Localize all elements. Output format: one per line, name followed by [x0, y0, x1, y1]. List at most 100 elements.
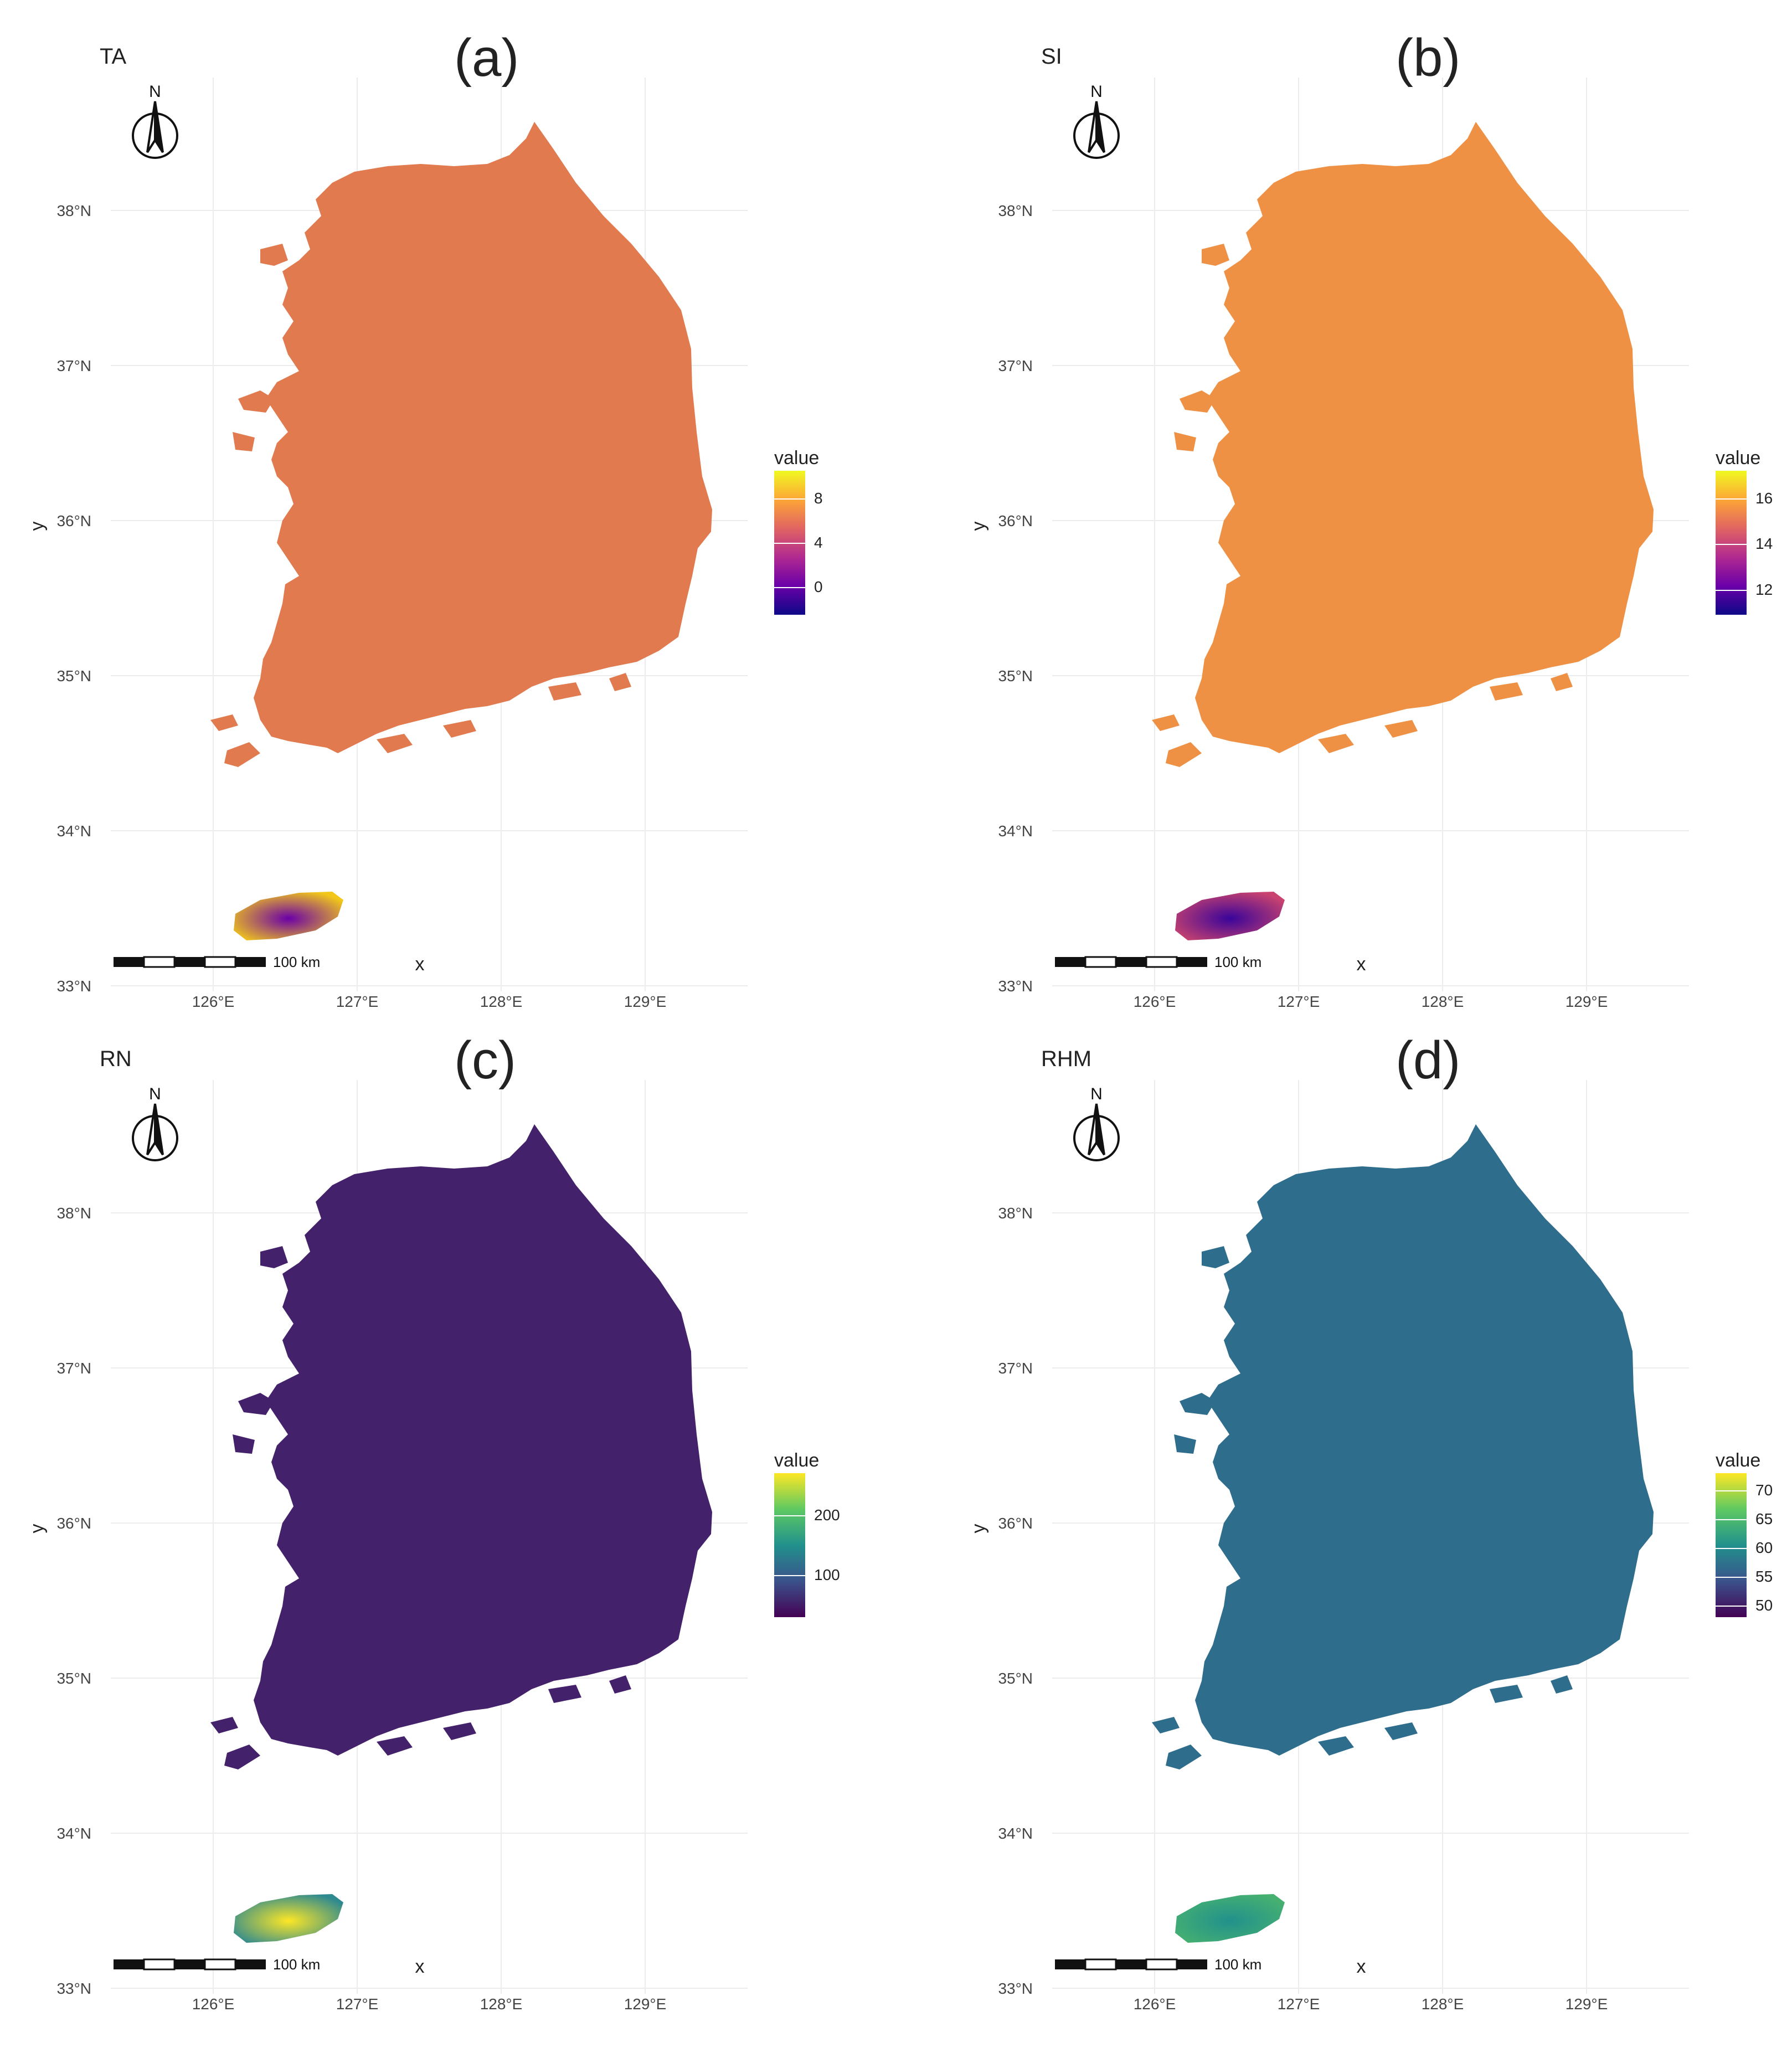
- southern-islands: [443, 1722, 476, 1740]
- western-islands: [1202, 244, 1229, 266]
- jeju-island: [1175, 1894, 1285, 1943]
- western-islands: [238, 390, 274, 413]
- western-islands: [1180, 390, 1216, 413]
- southern-islands: [548, 1685, 581, 1703]
- latitude-label: 36°N: [998, 1515, 1033, 1532]
- legend-tick-label: 14: [1755, 535, 1773, 553]
- longitude-labels: 126°E 127°E 128°E 129°E: [1134, 1995, 1608, 2013]
- western-islands: [233, 432, 255, 451]
- map-canvas: 38°N 37°N 36°N 35°N 34°N 33°N 126°E 127°E 128°E…: [968, 78, 1689, 1010]
- western-islands: [260, 1246, 288, 1268]
- southern-islands: [1166, 1745, 1202, 1769]
- panel-letter: (a): [454, 28, 519, 88]
- southern-islands: [224, 1745, 260, 1769]
- latitude-labels: 38°N 37°N 36°N 35°N 34°N 33°N: [998, 202, 1033, 995]
- mainland-korea: [1195, 122, 1654, 753]
- north-arrow-label: N: [149, 83, 161, 101]
- legend-tick-mark: [774, 1575, 805, 1577]
- legend-tick-mark: [1716, 1490, 1747, 1492]
- map-panel-c: 38°N 37°N 36°N 35°N 34°N 33°N 126°E 127°E 128°E…: [0, 1002, 896, 2013]
- southern-islands: [1318, 734, 1354, 753]
- legend-tick-label: 16: [1755, 489, 1773, 507]
- legend-tick-label: 4: [814, 534, 823, 551]
- x-axis-title: x: [1357, 954, 1366, 975]
- latitude-label: 36°N: [56, 1515, 91, 1532]
- southern-islands: [1384, 720, 1418, 738]
- latitude-label: 38°N: [998, 1205, 1033, 1222]
- korea-landmass: [210, 122, 712, 940]
- y-axis-title: y: [27, 1524, 48, 1534]
- y-axis-title: y: [968, 1524, 989, 1534]
- latitude-label: 35°N: [998, 667, 1033, 685]
- legend-tick-mark: [1716, 1519, 1747, 1521]
- variable-label: RHM: [1041, 1047, 1092, 1071]
- southern-islands: [224, 742, 260, 767]
- panel-letter: (b): [1396, 28, 1461, 88]
- north-arrow-label: N: [1090, 1085, 1103, 1103]
- latitude-label: 37°N: [998, 1360, 1033, 1377]
- y-axis-title: y: [968, 522, 989, 531]
- longitude-label: 126°E: [192, 993, 235, 1010]
- latitude-label: 38°N: [998, 202, 1033, 219]
- map-panel-a: 38°N 37°N 36°N 35°N 34°N 33°N 126°E 127°E 128°E…: [0, 0, 896, 1010]
- latitude-label: 37°N: [998, 357, 1033, 374]
- latitude-label: 38°N: [56, 1205, 91, 1222]
- western-islands: [1180, 1393, 1216, 1415]
- map-panel-d: 38°N 37°N 36°N 35°N 34°N 33°N 126°E 127°E 128°E…: [941, 1002, 1792, 2013]
- korea-landmass: [1152, 122, 1654, 940]
- southern-islands: [548, 682, 581, 701]
- legend-title: value: [1716, 1450, 1761, 1471]
- longitude-label: 129°E: [624, 1995, 667, 2013]
- legend-tick-mark: [1716, 1548, 1747, 1550]
- legend-tick-label: 200: [814, 1506, 840, 1524]
- latitude-labels: 38°N 37°N 36°N 35°N 34°N 33°N: [56, 1205, 91, 1997]
- legend-tick-label: 60: [1755, 1539, 1773, 1557]
- north-arrow-label: N: [1090, 83, 1103, 101]
- scale-bar-label: 100 km: [273, 1956, 320, 1973]
- latitude-label: 34°N: [56, 1825, 91, 1842]
- mainland-korea: [254, 122, 712, 753]
- southern-islands: [377, 734, 413, 753]
- longitude-label: 128°E: [1422, 1995, 1464, 2013]
- latitude-label: 33°N: [998, 1980, 1033, 1997]
- longitude-label: 126°E: [1134, 1995, 1176, 2013]
- longitude-label: 127°E: [1278, 993, 1320, 1010]
- latitude-label: 37°N: [56, 1360, 91, 1377]
- latitude-label: 35°N: [56, 1670, 91, 1687]
- latitude-label: 35°N: [56, 667, 91, 685]
- legend-tick-mark: [774, 587, 805, 588]
- north-arrow: N: [1073, 83, 1120, 159]
- southern-islands: [609, 1675, 631, 1694]
- southern-islands: [1490, 682, 1523, 701]
- scale-bar: 100 km: [1055, 954, 1261, 970]
- legend-tick-mark: [1716, 1606, 1747, 1607]
- legend-colorbar: [774, 1473, 805, 1617]
- legend-tick-mark: [1716, 498, 1747, 500]
- legend-title: value: [1716, 447, 1761, 469]
- north-arrow: N: [132, 1085, 178, 1161]
- mainland-korea: [254, 1124, 712, 1756]
- legend-tick-mark: [1716, 589, 1747, 591]
- panel-letter: (c): [454, 1031, 516, 1090]
- southern-islands: [1152, 714, 1180, 731]
- latitude-labels: 38°N 37°N 36°N 35°N 34°N 33°N: [56, 202, 91, 995]
- korea-landmass: [210, 1124, 712, 1943]
- panel-letter: (d): [1396, 1031, 1461, 1090]
- longitude-label: 126°E: [192, 1995, 235, 2013]
- latitude-label: 34°N: [998, 1825, 1033, 1842]
- longitude-label: 129°E: [1566, 1995, 1608, 2013]
- latitude-labels: 38°N 37°N 36°N 35°N 34°N 33°N: [998, 1205, 1033, 1997]
- north-arrow: N: [132, 83, 178, 159]
- southern-islands: [1384, 1722, 1418, 1740]
- longitude-labels: 126°E 127°E 128°E 129°E: [1134, 993, 1608, 1010]
- western-islands: [260, 244, 288, 266]
- longitude-label: 128°E: [480, 993, 523, 1010]
- legend-colorbar: [1716, 471, 1747, 615]
- map-canvas: 38°N 37°N 36°N 35°N 34°N 33°N 126°E 127°E 128°E…: [27, 1080, 748, 2013]
- variable-label: TA: [100, 44, 127, 69]
- legend-tick-mark: [774, 1515, 805, 1516]
- latitude-label: 38°N: [56, 202, 91, 219]
- southern-islands: [210, 714, 238, 731]
- variable-label: RN: [100, 1047, 132, 1071]
- legend-tick-label: 12: [1755, 580, 1773, 598]
